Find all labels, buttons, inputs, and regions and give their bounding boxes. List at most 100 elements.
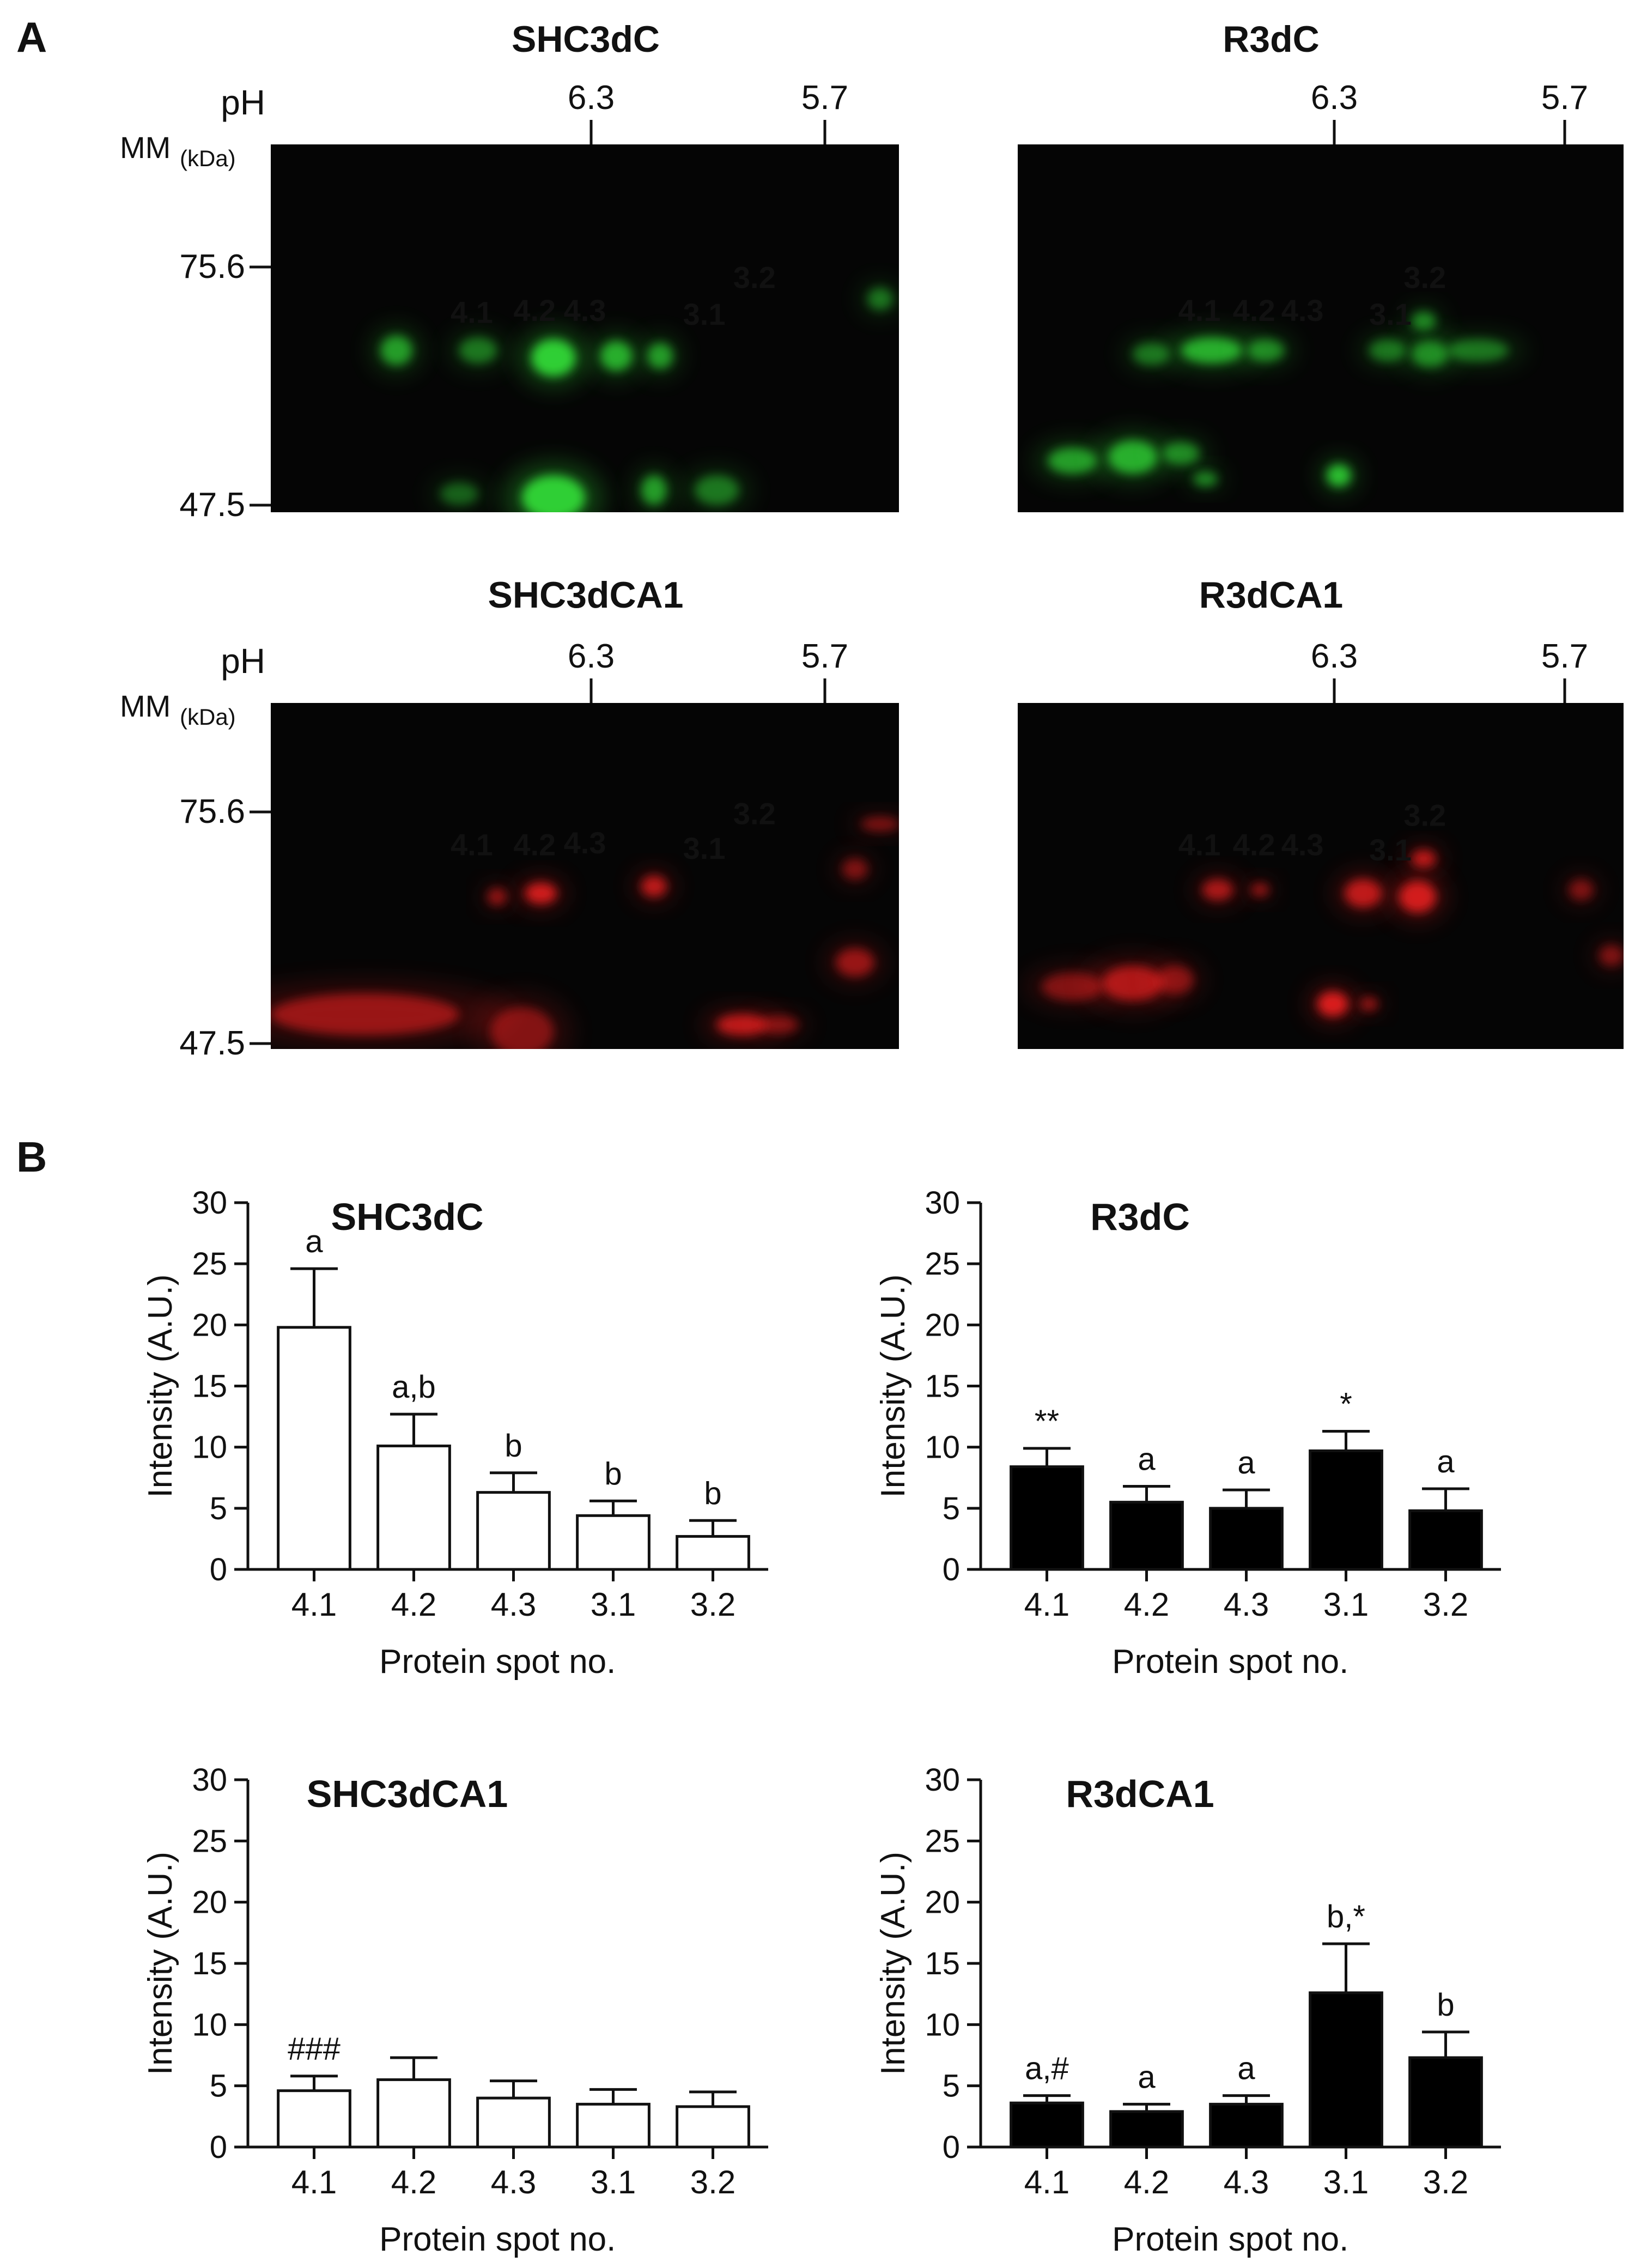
y-tick-label: 30	[925, 1185, 960, 1221]
gel-spots	[1033, 306, 1527, 493]
gel-spot	[1411, 312, 1436, 330]
y-tick-label: 5	[943, 2069, 960, 2104]
spot-label: 4.2	[1233, 827, 1275, 862]
x-tick-label: 3.2	[690, 1586, 736, 1623]
gel-spot	[1369, 339, 1406, 362]
gel-spots	[271, 812, 899, 1049]
gel-spot	[1317, 992, 1348, 1016]
gel-spot	[459, 337, 497, 363]
x-tick-label: 4.2	[391, 1586, 436, 1623]
x-tick-label: 3.2	[690, 2164, 736, 2200]
ph-tick-label: 6.3	[568, 638, 615, 675]
x-tick-label: 3.2	[1423, 1586, 1468, 1623]
spot-label: 4.3	[564, 293, 606, 328]
y-tick-label: 25	[192, 1246, 227, 1282]
y-tick-label: 15	[925, 1946, 960, 1981]
spot-label: 4.1	[1178, 827, 1221, 862]
significance-label: b	[604, 1456, 622, 1491]
bar	[1309, 1449, 1383, 1571]
spot-label: 4.1	[451, 295, 493, 329]
gel-spot	[641, 876, 667, 897]
gel-panel: SHC3dC pH 6.3 5.7 4.1 4.2 4.3 3.13.2 MM (kDa) 75.6…	[120, 19, 899, 524]
mm-tick-label: 75.6	[179, 793, 245, 830]
y-tick-label: 0	[943, 2130, 960, 2165]
gel-spot	[1248, 339, 1285, 362]
y-axis-label: Intensity (A.U.)	[142, 1852, 179, 2075]
gel-spot	[1360, 997, 1378, 1011]
x-tick-label: 4.1	[291, 2164, 337, 2200]
gel-spot	[836, 948, 874, 977]
bar	[1309, 1991, 1383, 2149]
mm-axis-label: MM	[120, 689, 171, 723]
y-tick-label: 20	[925, 1307, 960, 1343]
bar	[476, 2096, 551, 2149]
gel-spot	[1048, 447, 1097, 474]
gel-title: SHC3dC	[512, 19, 660, 60]
gel-spots	[1024, 845, 1624, 1024]
mm-tick-label: 75.6	[179, 248, 245, 286]
gel-spot	[487, 888, 507, 906]
bar	[476, 1491, 551, 1571]
gel-panel: SHC3dCA1 pH 6.3 5.7 4.1 4.2 4.3 3.13.2 MM (kDa) 75…	[120, 574, 899, 1062]
gel-spot	[1599, 945, 1624, 966]
gel-spot	[1345, 879, 1382, 907]
x-tick-label: 4.3	[1224, 2164, 1269, 2200]
gel-spot	[525, 883, 557, 904]
x-tick-label: 4.1	[1024, 2164, 1069, 2200]
y-tick-label: 5	[210, 1491, 227, 1526]
bar-chart: R3dC 0 5 10 15 20 25 30 Intensity (A.U.) 4.1 ** 4.2…	[874, 1185, 1501, 1681]
gel-spot	[522, 475, 585, 512]
y-tick-label: 0	[210, 2130, 227, 2165]
x-tick-label: 4.2	[1124, 1586, 1169, 1623]
y-tick-label: 25	[192, 1823, 227, 1859]
bar	[277, 1326, 351, 1571]
y-tick-label: 5	[210, 2069, 227, 2104]
gel-title: R3dC	[1223, 19, 1320, 60]
ph-tick-label: 5.7	[1541, 638, 1588, 675]
x-tick-label: 4.3	[491, 1586, 536, 1623]
x-tick-label: 4.2	[1124, 2164, 1169, 2200]
significance-label: a	[1237, 2051, 1255, 2087]
spot-label: 4.3	[1281, 293, 1324, 328]
significance-label: a	[1138, 1441, 1156, 1477]
gel-spot	[1181, 337, 1242, 363]
bar	[1109, 1501, 1184, 1571]
ph-tick-label: 6.3	[1311, 79, 1358, 117]
ph-tick-label: 6.3	[568, 79, 615, 117]
y-tick-label: 25	[925, 1246, 960, 1282]
mm-axis-unit: (kDa)	[180, 704, 236, 730]
gel-spot	[695, 475, 739, 505]
bar	[277, 2089, 351, 2149]
spot-label: 4.1	[451, 827, 493, 862]
y-tick-label: 20	[925, 1885, 960, 1920]
spot-label: 3.2	[1403, 798, 1446, 832]
spot-label: 3.1	[683, 831, 726, 865]
gel-image	[271, 144, 899, 512]
significance-label: ###	[288, 2032, 341, 2067]
spot-label: 4.2	[513, 827, 556, 862]
ph-tick-label: 5.7	[801, 79, 848, 117]
significance-label: a	[1138, 2059, 1156, 2095]
x-axis-label: Protein spot no.	[379, 2221, 616, 2258]
significance-label: b	[704, 1476, 721, 1511]
y-tick-label: 10	[192, 1430, 227, 1465]
spot-label: 3.1	[1369, 833, 1412, 867]
y-tick-label: 15	[192, 1946, 227, 1981]
y-tick-label: 0	[943, 1552, 960, 1587]
spot-label: 3.2	[733, 796, 776, 830]
gel-spot	[271, 993, 459, 1035]
significance-label: b	[505, 1428, 522, 1464]
y-tick-label: 30	[192, 1762, 227, 1798]
significance-label: a	[1437, 1444, 1455, 1479]
significance-label: a,#	[1025, 2051, 1069, 2087]
y-tick-label: 30	[925, 1762, 960, 1798]
y-axis-label: Intensity (A.U.)	[874, 1275, 912, 1498]
gel-spot	[1133, 343, 1169, 365]
significance-label: a	[305, 1224, 323, 1259]
significance-label: a,b	[392, 1369, 436, 1405]
y-axis-label: Intensity (A.U.)	[142, 1275, 179, 1498]
gel-spot	[1193, 471, 1218, 487]
bar	[1209, 1507, 1284, 1571]
gel-spot	[1448, 339, 1509, 362]
